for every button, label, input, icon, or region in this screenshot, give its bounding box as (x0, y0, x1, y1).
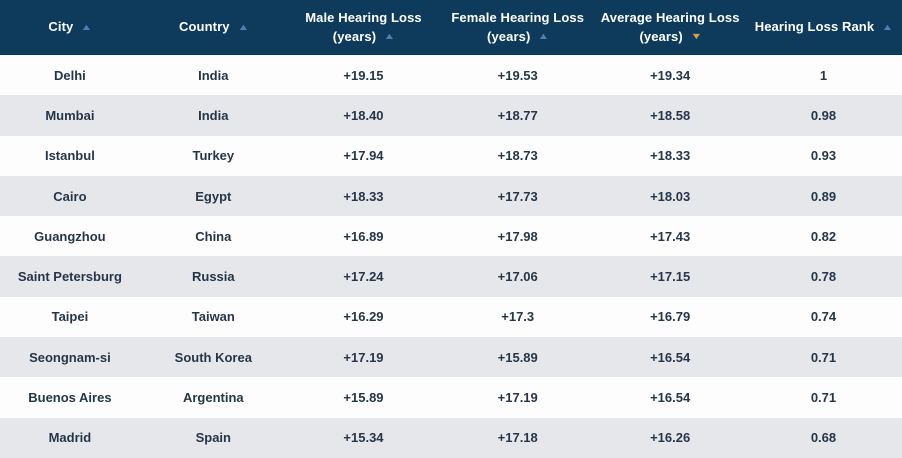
table-row: Taipei Taiwan +16.29 +17.3 +16.79 0.74 (0, 296, 902, 338)
cell-average: +16.26 (650, 430, 691, 446)
cell-city: Delhi (54, 67, 86, 83)
cell-rank: 0.68 (810, 430, 837, 446)
cell-average: +16.54 (650, 390, 691, 406)
cell-country: India (198, 67, 229, 83)
cell-male: +17.24 (343, 269, 384, 285)
cell-male: +18.40 (343, 107, 384, 123)
cell-female: +17.06 (497, 269, 538, 285)
table-row: Seongnam-si South Korea +17.19 +15.89 +16.54… (0, 337, 902, 378)
cell-rank: 1 (819, 67, 828, 83)
sort-asc-icon: ▲ (236, 22, 250, 32)
column-header-average-hearing-loss[interactable]: Average Hearing Loss (years) ▼ (595, 0, 745, 55)
cell-rank: 0.74 (810, 309, 837, 325)
cell-average: +18.03 (650, 188, 691, 204)
column-header-female-hearing-loss[interactable]: Female Hearing Loss (years) ▲ (440, 0, 595, 55)
table-row: Mumbai India +18.40 +18.77 +18.58 0.98 (0, 95, 902, 136)
cell-female: +15.89 (497, 349, 538, 365)
cell-country: Taiwan (191, 309, 235, 325)
cell-male: +15.34 (343, 430, 384, 446)
cell-male: +16.29 (343, 309, 384, 325)
cell-city: Saint Petersburg (17, 269, 122, 285)
sort-desc-icon: ▼ (690, 31, 703, 42)
cell-average: +18.58 (650, 107, 691, 123)
cell-average: +19.34 (650, 67, 691, 83)
column-label-female-hearing-loss: Female Hearing Loss (451, 9, 585, 25)
cell-country: Egypt (195, 188, 232, 204)
column-label-hearing-loss-rank: Hearing Loss Rank (754, 19, 875, 35)
cell-country: Spain (195, 430, 231, 446)
cell-male: +18.33 (343, 188, 384, 204)
cell-rank: 0.89 (810, 188, 837, 204)
cell-city: Mumbai (45, 107, 95, 123)
column-header-hearing-loss-rank[interactable]: Hearing Loss Rank ▲ (745, 0, 902, 55)
cell-male: +17.19 (343, 349, 384, 365)
cell-male: +19.15 (343, 67, 384, 83)
sort-asc-icon: ▲ (80, 22, 93, 32)
table-row: Buenos Aires Argentina +15.89 +17.19 +16.54 0… (0, 377, 902, 418)
column-label-country: Country (179, 19, 230, 35)
cell-country: South Korea (174, 349, 252, 365)
cell-female: +17.18 (497, 430, 538, 446)
sort-asc-icon: ▲ (881, 22, 894, 32)
column-unit-average-hearing-loss: (years) (639, 28, 683, 44)
cell-female: +19.53 (497, 67, 538, 83)
cell-city: Madrid (48, 430, 92, 446)
cell-city: Istanbul (44, 148, 95, 164)
cell-rank: 0.71 (810, 390, 837, 406)
cell-rank: 0.98 (810, 107, 837, 123)
sort-asc-icon: ▲ (537, 31, 550, 42)
column-header-city[interactable]: City ▲ (0, 0, 140, 55)
table-body: Delhi India +19.15 +19.53 +19.34 1 Mumbai India… (0, 55, 902, 458)
cell-female: +17.19 (497, 390, 538, 406)
table-row: Madrid Spain +15.34 +17.18 +16.26 0.68 (0, 417, 902, 458)
cell-female: +18.77 (497, 107, 538, 123)
cell-country: China (195, 228, 232, 244)
cell-male: +17.94 (343, 148, 384, 164)
cell-average: +17.43 (650, 228, 691, 244)
cell-male: +16.89 (343, 228, 384, 244)
table-header-row: City ▲ Country ▲ Male Hearing Loss (year… (0, 0, 902, 55)
column-label-average-hearing-loss: Average Hearing Loss (600, 9, 740, 25)
cell-city: Buenos Aires (28, 390, 112, 406)
column-label-city: City (48, 19, 74, 35)
cell-female: +17.3 (501, 309, 535, 325)
cell-average: +18.33 (650, 148, 691, 164)
cell-country: Russia (191, 269, 235, 285)
cell-average: +17.15 (650, 269, 691, 285)
cell-average: +16.79 (650, 309, 691, 325)
cell-rank: 0.71 (810, 349, 837, 365)
cell-female: +17.73 (497, 188, 538, 204)
cell-country: Argentina (182, 390, 244, 406)
cell-rank: 0.93 (810, 148, 837, 164)
column-label-male-hearing-loss: Male Hearing Loss (305, 9, 422, 25)
cell-country: Turkey (192, 148, 235, 164)
table-row: Cairo Egypt +18.33 +17.73 +18.03 0.89 (0, 175, 902, 217)
column-unit-male-hearing-loss: (years) (332, 28, 377, 44)
cell-city: Guangzhou (34, 228, 106, 244)
cell-city: Cairo (53, 188, 87, 204)
cell-male: +15.89 (343, 390, 384, 406)
cell-female: +17.98 (497, 228, 538, 244)
cell-city: Seongnam-si (29, 349, 111, 365)
cell-average: +16.54 (650, 349, 691, 365)
table-row: Saint Petersburg Russia +17.24 +17.06 +17.15… (0, 256, 902, 297)
cell-rank: 0.82 (810, 228, 837, 244)
table-row: Delhi India +19.15 +19.53 +19.34 1 (0, 55, 902, 96)
column-unit-female-hearing-loss: (years) (487, 28, 531, 44)
table-row: Istanbul Turkey +17.94 +18.73 +18.33 0.93 (0, 135, 902, 176)
cell-female: +18.73 (497, 148, 538, 164)
column-header-male-hearing-loss[interactable]: Male Hearing Loss (years) ▲ (287, 0, 440, 55)
cell-country: India (198, 107, 229, 123)
table-row: Guangzhou China +16.89 +17.98 +17.43 0.82 (0, 216, 902, 257)
cell-city: Taipei (51, 309, 89, 325)
cell-rank: 0.78 (810, 269, 837, 285)
sort-asc-icon: ▲ (383, 31, 396, 42)
column-header-country[interactable]: Country ▲ (140, 0, 287, 55)
